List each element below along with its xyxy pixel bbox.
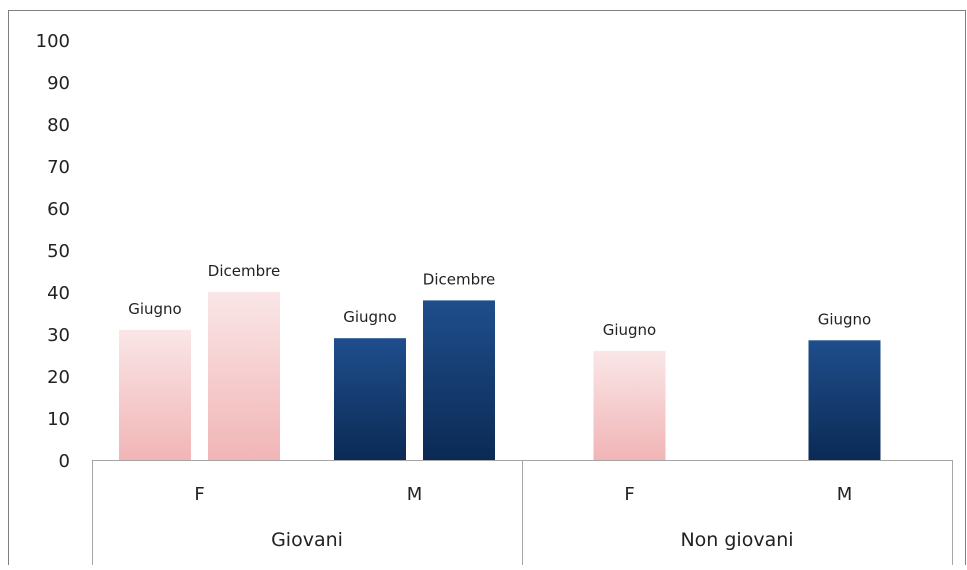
y-tick-label: 30 [47, 325, 70, 346]
group-label: Non giovani [680, 529, 793, 551]
bar-giovani-m-giugno [334, 338, 406, 460]
bar-giovani-f-giugno [119, 329, 191, 460]
y-axis-ticks: 0 10 20 30 40 50 60 70 80 90 100 [36, 31, 70, 472]
bar-data-label: Dicembre [208, 262, 280, 280]
category-label: F [194, 484, 204, 505]
category-axis [92, 460, 953, 565]
category-label: F [624, 484, 634, 505]
group-label: Giovani [271, 529, 343, 551]
bar-data-label: Dicembre [423, 270, 495, 288]
chart-border [8, 10, 966, 570]
bar-giovani-f-dicembre [208, 292, 280, 460]
y-tick-label: 20 [47, 367, 70, 388]
bar-non-giovani-f-giugno [593, 350, 666, 460]
y-tick-label: 80 [47, 115, 70, 136]
category-label: M [837, 484, 853, 505]
y-tick-label: 60 [47, 199, 70, 220]
y-tick-label: 40 [47, 283, 70, 304]
y-tick-label: 100 [36, 31, 70, 52]
category-label: M [407, 484, 423, 505]
bar-data-label: Giugno [343, 308, 397, 326]
bar-data-label: Giugno [603, 321, 657, 339]
bar-labels: Giugno Dicembre Giugno Dicembre Giugno Giugno [128, 262, 871, 339]
y-tick-label: 50 [47, 241, 70, 262]
y-tick-label: 70 [47, 157, 70, 178]
y-tick-label: 10 [47, 409, 70, 430]
y-tick-label: 90 [47, 73, 70, 94]
bar-data-label: Giugno [818, 310, 872, 328]
bar-non-giovani-m-giugno [808, 340, 881, 460]
y-tick-label: 0 [59, 451, 70, 472]
bar-data-label: Giugno [128, 300, 182, 318]
group-labels: Giovani Non giovani [271, 529, 793, 551]
bars [119, 292, 881, 460]
bar-giovani-m-dicembre [423, 300, 495, 460]
